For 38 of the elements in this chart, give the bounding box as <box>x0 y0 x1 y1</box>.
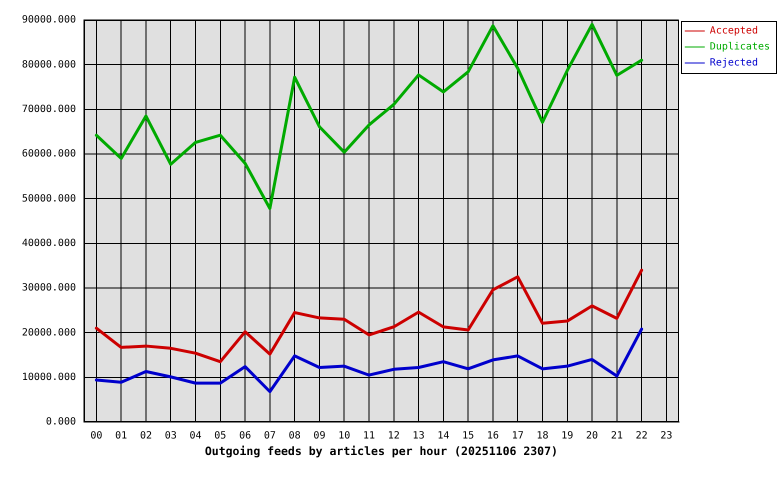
y-tick-label: 10000.000 <box>22 372 76 383</box>
x-tick-label: 04 <box>190 430 202 442</box>
x-tick-label: 02 <box>140 430 152 442</box>
x-tick-label: 00 <box>90 430 102 442</box>
y-tick-label: 50000.000 <box>22 193 76 204</box>
legend-label: Duplicates <box>710 42 770 53</box>
x-tick-label: 14 <box>437 430 450 442</box>
x-tick-label: 08 <box>288 430 301 442</box>
legend-label: Accepted <box>710 26 758 37</box>
x-tick-label: 05 <box>214 430 226 442</box>
x-tick-label: 23 <box>660 430 672 442</box>
x-tick-label: 19 <box>561 430 574 442</box>
x-tick-label: 12 <box>388 430 400 442</box>
x-tick-label: 17 <box>512 430 524 442</box>
x-tick-label: 10 <box>338 430 350 442</box>
y-tick-label: 40000.000 <box>22 238 76 249</box>
y-tick-label: 80000.000 <box>22 59 76 70</box>
x-tick-label: 11 <box>362 430 376 442</box>
y-tick-label: 0.000 <box>46 416 76 428</box>
x-tick-label: 07 <box>264 430 276 442</box>
x-tick-label: 21 <box>610 430 623 442</box>
x-axis-title: Outgoing feeds by articles per hour (20251106 2307) <box>204 444 558 458</box>
x-tick-label: 22 <box>636 430 648 442</box>
x-tick-label: 01 <box>115 430 128 442</box>
x-tick-label: 15 <box>462 430 474 442</box>
y-tick-label: 60000.000 <box>22 148 76 160</box>
x-tick-label: 06 <box>239 430 252 442</box>
x-tick-label: 20 <box>586 430 598 442</box>
y-tick-label: 20000.000 <box>22 327 76 338</box>
y-tick-label: 30000.000 <box>22 282 76 294</box>
legend-label: Rejected <box>710 58 758 69</box>
y-tick-label: 90000.000 <box>22 14 76 26</box>
x-tick-label: 09 <box>313 430 326 442</box>
x-tick-label: 13 <box>412 430 425 442</box>
y-tick-label: 70000.000 <box>22 104 76 115</box>
x-tick-label: 16 <box>486 430 499 442</box>
x-tick-label: 18 <box>536 430 549 442</box>
x-tick-label: 03 <box>164 430 177 442</box>
